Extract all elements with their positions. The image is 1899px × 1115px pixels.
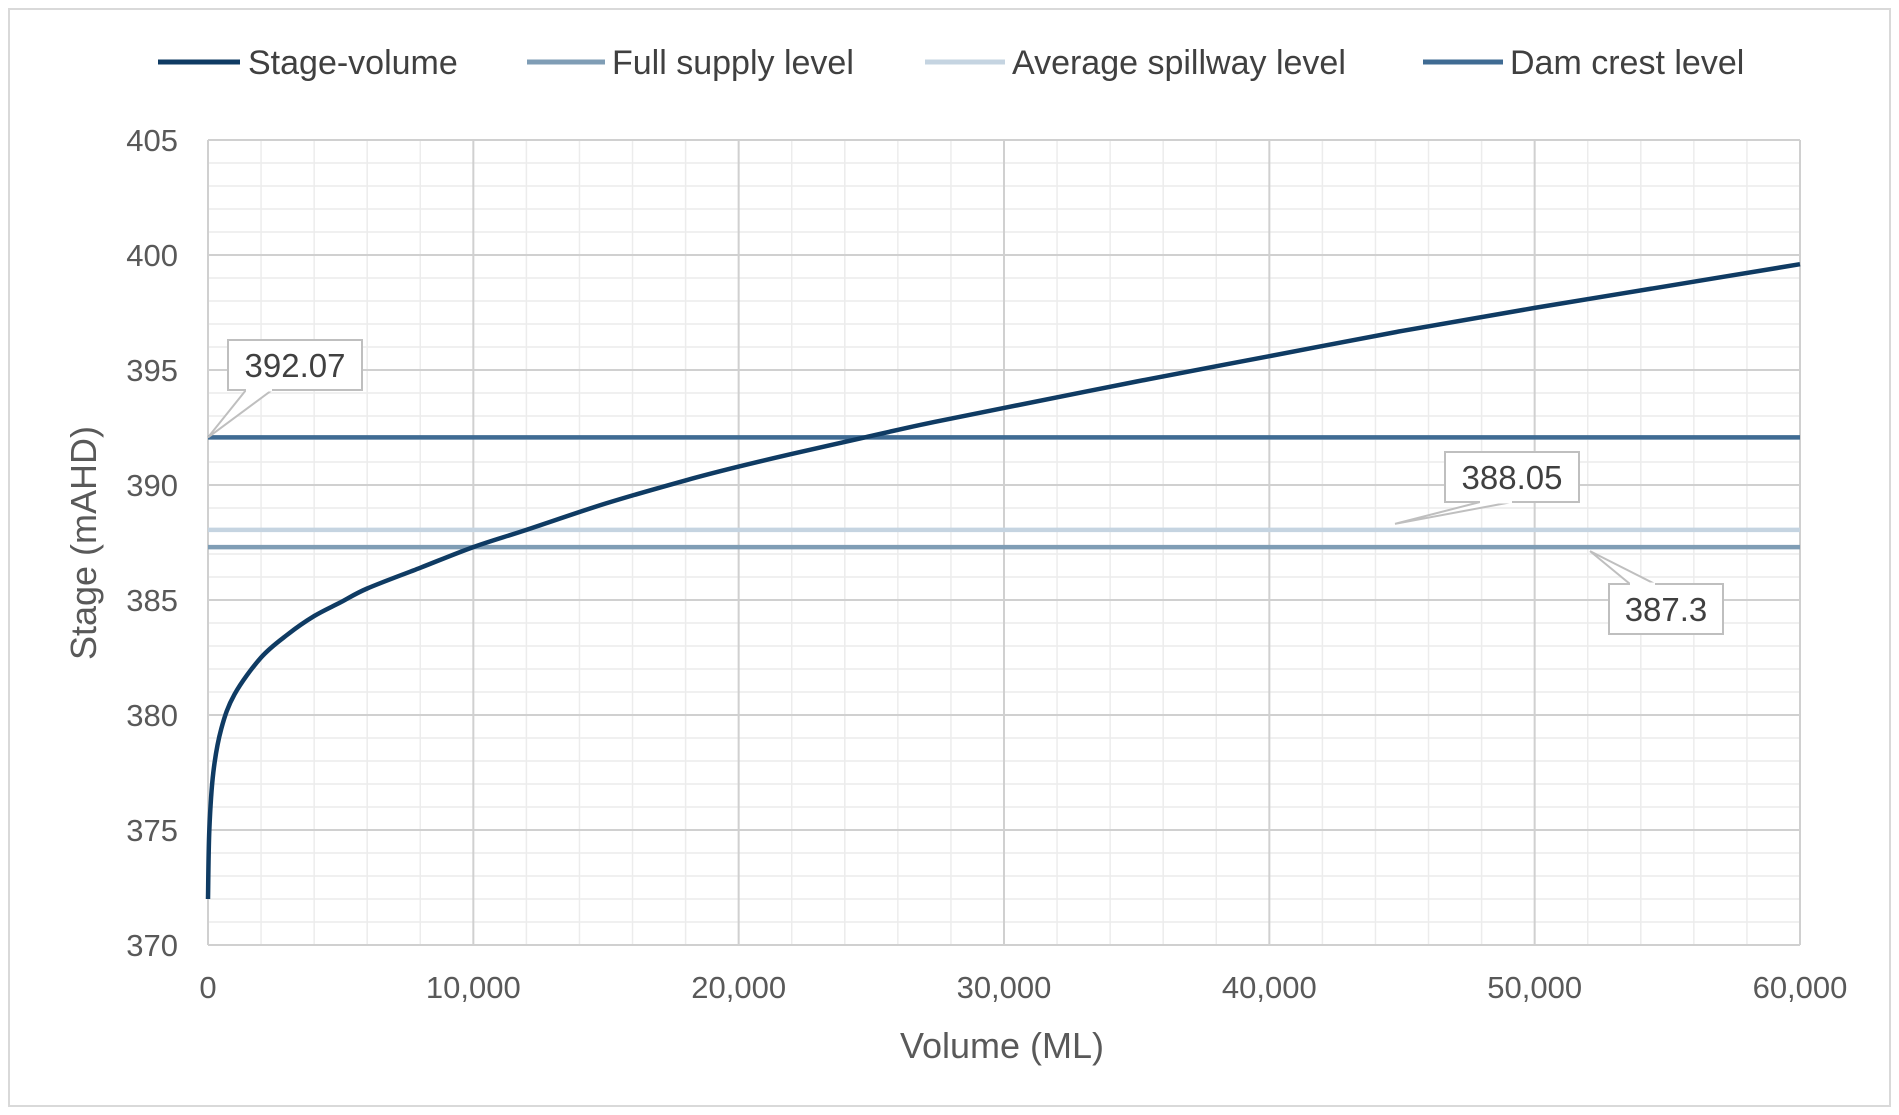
x-tick-label: 40,000 <box>1222 970 1317 1005</box>
legend-label-dam-crest-level: Dam crest level <box>1510 44 1744 82</box>
callout-392.07: 392.07 <box>207 339 363 439</box>
y-tick-label: 370 <box>126 928 178 963</box>
y-tick-label: 375 <box>126 813 178 848</box>
x-axis-title: Volume (ML) <box>900 1025 1104 1066</box>
legend-label-full-supply-level: Full supply level <box>612 44 854 82</box>
major-grid <box>207 139 1801 946</box>
callout-label: 387.3 <box>1625 591 1708 628</box>
legend-label-average-spillway-level: Average spillway level <box>1012 44 1346 82</box>
y-tick-label: 405 <box>126 123 178 158</box>
y-tick-label: 395 <box>126 353 178 388</box>
callout-label: 388.05 <box>1462 459 1563 496</box>
callout-387.3: 387.3 <box>1589 550 1724 635</box>
data-callouts: 392.07 388.05 387.3 <box>207 339 1724 635</box>
x-tick-label: 30,000 <box>957 970 1052 1005</box>
legend: Stage-volume Full supply level Average s… <box>158 44 1744 82</box>
y-tick-label: 385 <box>126 583 178 618</box>
y-tick-label: 390 <box>126 468 178 503</box>
y-tick-label: 400 <box>126 238 178 273</box>
x-tick-label: 20,000 <box>691 970 786 1005</box>
x-tick-label: 50,000 <box>1487 970 1582 1005</box>
x-tick-labels: 0 10,000 20,000 30,000 40,000 50,000 60,000 <box>199 970 1847 1005</box>
stage-volume-line <box>205 261 1801 900</box>
legend-label-stage-volume: Stage-volume <box>248 44 458 82</box>
y-tick-label: 380 <box>126 698 178 733</box>
x-tick-label: 10,000 <box>426 970 521 1005</box>
callout-box <box>1444 451 1580 503</box>
y-axis-title: Stage (mAHD) <box>63 426 104 660</box>
callout-label: 392.07 <box>245 347 346 384</box>
x-tick-label: 0 <box>199 970 216 1005</box>
callout-388.05: 388.05 <box>1394 451 1580 525</box>
x-tick-label: 60,000 <box>1753 970 1848 1005</box>
callout-box <box>1608 583 1724 635</box>
callout-box <box>227 339 363 391</box>
y-tick-labels: 370 375 380 385 390 395 400 405 <box>126 123 178 963</box>
chart-frame <box>8 8 1891 1107</box>
